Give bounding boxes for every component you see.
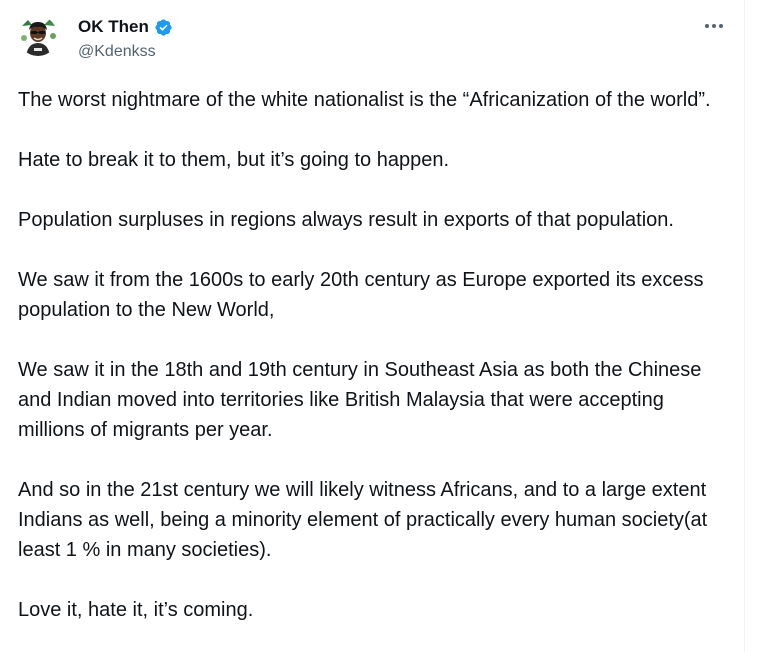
more-options-button[interactable] bbox=[700, 14, 728, 38]
tweet-paragraph: And so in the 21st century we will likel… bbox=[18, 479, 708, 561]
avatar[interactable] bbox=[18, 16, 58, 56]
author-display-name[interactable]: OK Then bbox=[78, 17, 149, 36]
tweet-text: The worst nightmare of the white nationa… bbox=[18, 85, 730, 652]
tweet-paragraph: We saw it from the 1600s to early 20th c… bbox=[18, 269, 704, 321]
tweet-paragraph: We saw it in the 18th and 19th century i… bbox=[18, 359, 702, 441]
more-options-icon bbox=[705, 24, 723, 28]
author-handle[interactable]: @Kdenkss bbox=[78, 43, 156, 60]
author-name-row[interactable]: OK Then bbox=[78, 16, 173, 38]
column-divider bbox=[744, 0, 745, 652]
avatar-cartoon-icon bbox=[18, 16, 58, 56]
tweet-paragraph: Hate to break it to them, but it’s going… bbox=[18, 149, 450, 171]
tweet-paragraph: The worst nightmare of the white nationa… bbox=[18, 89, 711, 111]
verified-badge-icon[interactable] bbox=[154, 18, 173, 37]
tweet-paragraph: Love it, hate it, it’s coming. bbox=[18, 599, 254, 621]
tweet-paragraph: Population surpluses in regions always r… bbox=[18, 209, 674, 231]
